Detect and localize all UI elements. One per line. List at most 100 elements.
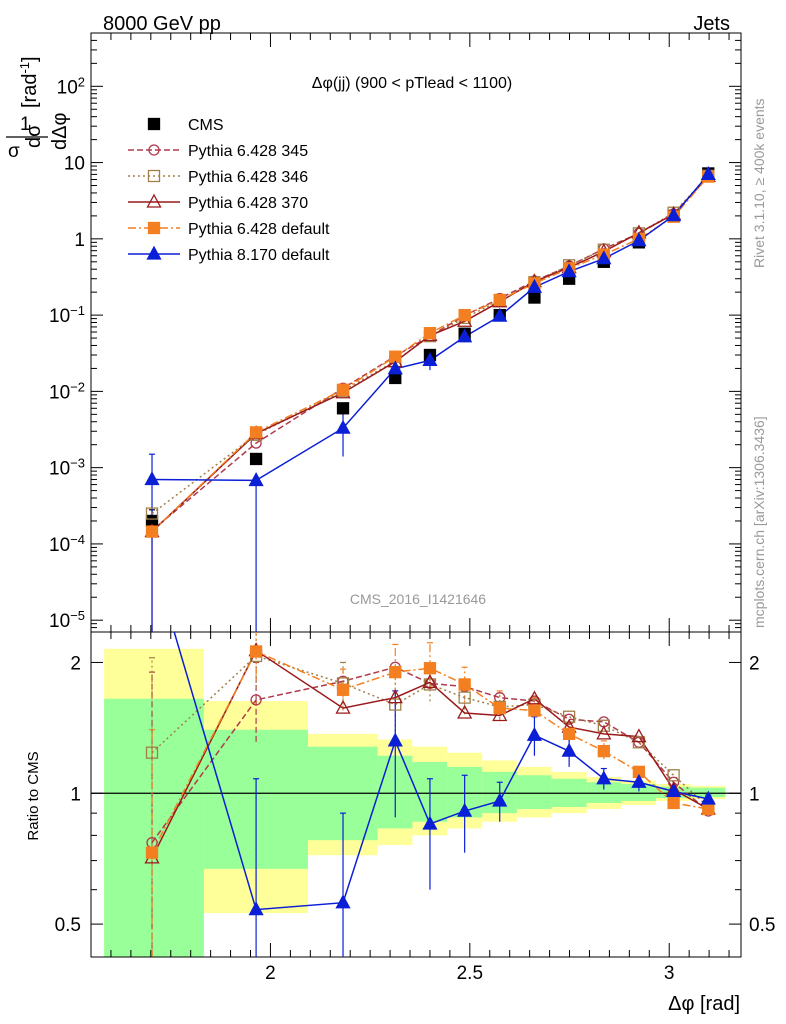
legend-entry-pythia-6-428-default: Pythia 6.428 default: [128, 221, 330, 238]
data-point-pythia-8-170-default: [666, 783, 682, 798]
legend-label: Pythia 6.428 346: [188, 169, 308, 186]
y-tick-label: 10: [64, 154, 85, 175]
data-point-pythia-8-170-default: [335, 419, 351, 434]
data-point-pythia-8-170-default: [526, 726, 543, 741]
data-point-pythia-6-428-default: [336, 383, 350, 396]
data-point-pythia-8-170-default: [596, 770, 612, 785]
legend-label: CMS: [188, 117, 224, 134]
data-point-pythia-6-428-default: [702, 802, 715, 816]
data-point-pythia-6-428-346: [562, 710, 576, 723]
ratio-plot-border: [90, 631, 742, 958]
data-point-cms: [249, 452, 263, 466]
data-point-pythia-6-428-default: [423, 662, 437, 675]
legend-entry-pythia-6-428-370: Pythia 6.428 370: [128, 193, 308, 212]
legend-label: Pythia 6.428 default: [188, 221, 330, 238]
x-tick-label: 2.5: [457, 963, 483, 984]
data-point-pythia-6-428-346: [145, 507, 159, 520]
legend-entry-cms: CMS: [147, 117, 224, 134]
data-point-pythia-8-170-default: [387, 732, 403, 747]
y-label-ddphi: dΔφ: [49, 113, 71, 150]
y-tick-label: 10−2: [49, 379, 85, 404]
data-point-pythia-6-428-346: [632, 736, 646, 749]
mcplots-reference-label: mcplots.cern.ch [arXiv:1306.3436]: [751, 416, 767, 628]
legend-marker: [147, 221, 161, 235]
legend-marker: [147, 169, 161, 183]
data-point-pythia-6-428-default: [458, 678, 471, 691]
data-point-pythia-8-170-default: [492, 792, 508, 807]
data-point-pythia-6-428-default: [249, 645, 263, 658]
data-point-pythia-8-170-default: [596, 250, 612, 265]
y-tick-label: 102: [57, 74, 85, 99]
data-point-pythia-8-170-default: [492, 307, 508, 322]
energy-label: 8000 GeV pp: [103, 13, 221, 35]
analysis-watermark: CMS_2016_I1421646: [350, 591, 486, 607]
data-point-pythia-6-428-346: [597, 719, 610, 732]
data-point-pythia-6-428-default: [493, 293, 506, 307]
legend-label: Pythia 8.170 default: [188, 247, 330, 264]
ratio-y-tick-label-left: 1: [70, 784, 81, 805]
main-panel-frame: 102 10 1 10−1 10−2 10−3 10−4 10−5: [49, 32, 742, 633]
y-tick-label: 10−5: [49, 608, 85, 633]
data-point-pythia-6-428-370: [422, 673, 438, 688]
data-point-pythia-8-170-default: [422, 352, 438, 367]
data-point-pythia-8-170-default: [144, 471, 160, 486]
band-green-bin: [621, 784, 657, 801]
legend-entry-pythia-6-428-345: Pythia 6.428 345: [128, 143, 308, 160]
data-point-pythia-8-170-default: [561, 263, 577, 278]
data-point-pythia-6-428-345: [250, 694, 262, 706]
chart-title: Δφ(jj) (900 < pTlead < 1100): [312, 75, 512, 92]
data-point-pythia-6-428-default: [667, 796, 680, 810]
y-tick-label: 10−1: [49, 303, 85, 328]
y-label-units: [rad-1]: [17, 56, 42, 108]
data-point-cms: [336, 402, 350, 415]
rivet-version-label: Rivet 3.1.10, ≥ 400k events: [751, 98, 767, 268]
ratio-y-tick-label-right: 2: [749, 653, 760, 674]
data-point-pythia-6-428-default: [597, 744, 610, 758]
ratio-panel-frame: 2 2.5 3 0.5 0.5 1 1 2 2: [55, 631, 775, 984]
ratio-y-tick-label-right: 0.5: [749, 915, 775, 936]
y-label-fraction-bottom: σ: [8, 141, 20, 162]
data-point-pythia-6-428-default: [493, 701, 506, 715]
band-green-bin: [586, 782, 622, 803]
jets-label: Jets: [693, 13, 730, 35]
x-tick-label: 2: [265, 963, 276, 984]
clipped-series: [144, 632, 716, 957]
data-point-pythia-8-170-default: [700, 790, 716, 805]
ratio-y-label: Ratio to CMS: [25, 751, 42, 840]
data-point-pythia-6-428-default: [423, 327, 437, 340]
legend-label: Pythia 6.428 345: [188, 143, 308, 160]
y-label-dsigma: dσ: [23, 124, 45, 148]
band-green-bin: [104, 698, 204, 957]
data-point-pythia-6-428-default: [249, 426, 263, 439]
ratio-uncertainty-bands: [104, 648, 726, 957]
data-point-pythia-6-428-346: [389, 698, 402, 711]
y-tick-label: 10−4: [49, 531, 85, 556]
ratio-panel-data: [144, 632, 716, 957]
data-point-pythia-8-170-default: [631, 232, 647, 247]
legend-marker: [146, 193, 162, 208]
data-point-cms: [528, 291, 541, 304]
data-point-pythia-8-170-default: [561, 742, 577, 757]
data-point-pythia-6-428-default: [145, 525, 159, 538]
data-point-pythia-6-428-default: [562, 727, 576, 740]
data-point-pythia-6-428-370: [492, 707, 508, 722]
data-point-pythia-8-170-default: [457, 328, 473, 343]
data-point-pythia-6-428-default: [145, 846, 159, 859]
data-point-pythia-8-170-default: [422, 815, 438, 830]
data-point-pythia-6-428-370: [526, 690, 543, 705]
data-point-pythia-6-428-346: [667, 769, 680, 782]
data-point-pythia-8-170-default: [631, 773, 647, 788]
legend-marker: [147, 117, 161, 131]
data-point-pythia-6-428-370: [387, 689, 403, 704]
data-point-pythia-8-170-default: [526, 278, 543, 293]
x-axis-label: Δφ [rad]: [668, 993, 740, 1015]
data-point-pythia-6-428-370: [457, 704, 473, 719]
data-point-pythia-8-170-default: [335, 894, 351, 909]
data-point-pythia-6-428-346: [458, 691, 471, 704]
data-point-pythia-8-170-default: [457, 802, 473, 817]
legend-label: Pythia 6.428 370: [188, 195, 308, 212]
data-point-pythia-8-170-default: [248, 901, 264, 916]
data-point-pythia-8-170-default: [700, 166, 716, 181]
data-point-pythia-6-428-370: [596, 725, 612, 740]
main-panel-data: [144, 166, 716, 632]
